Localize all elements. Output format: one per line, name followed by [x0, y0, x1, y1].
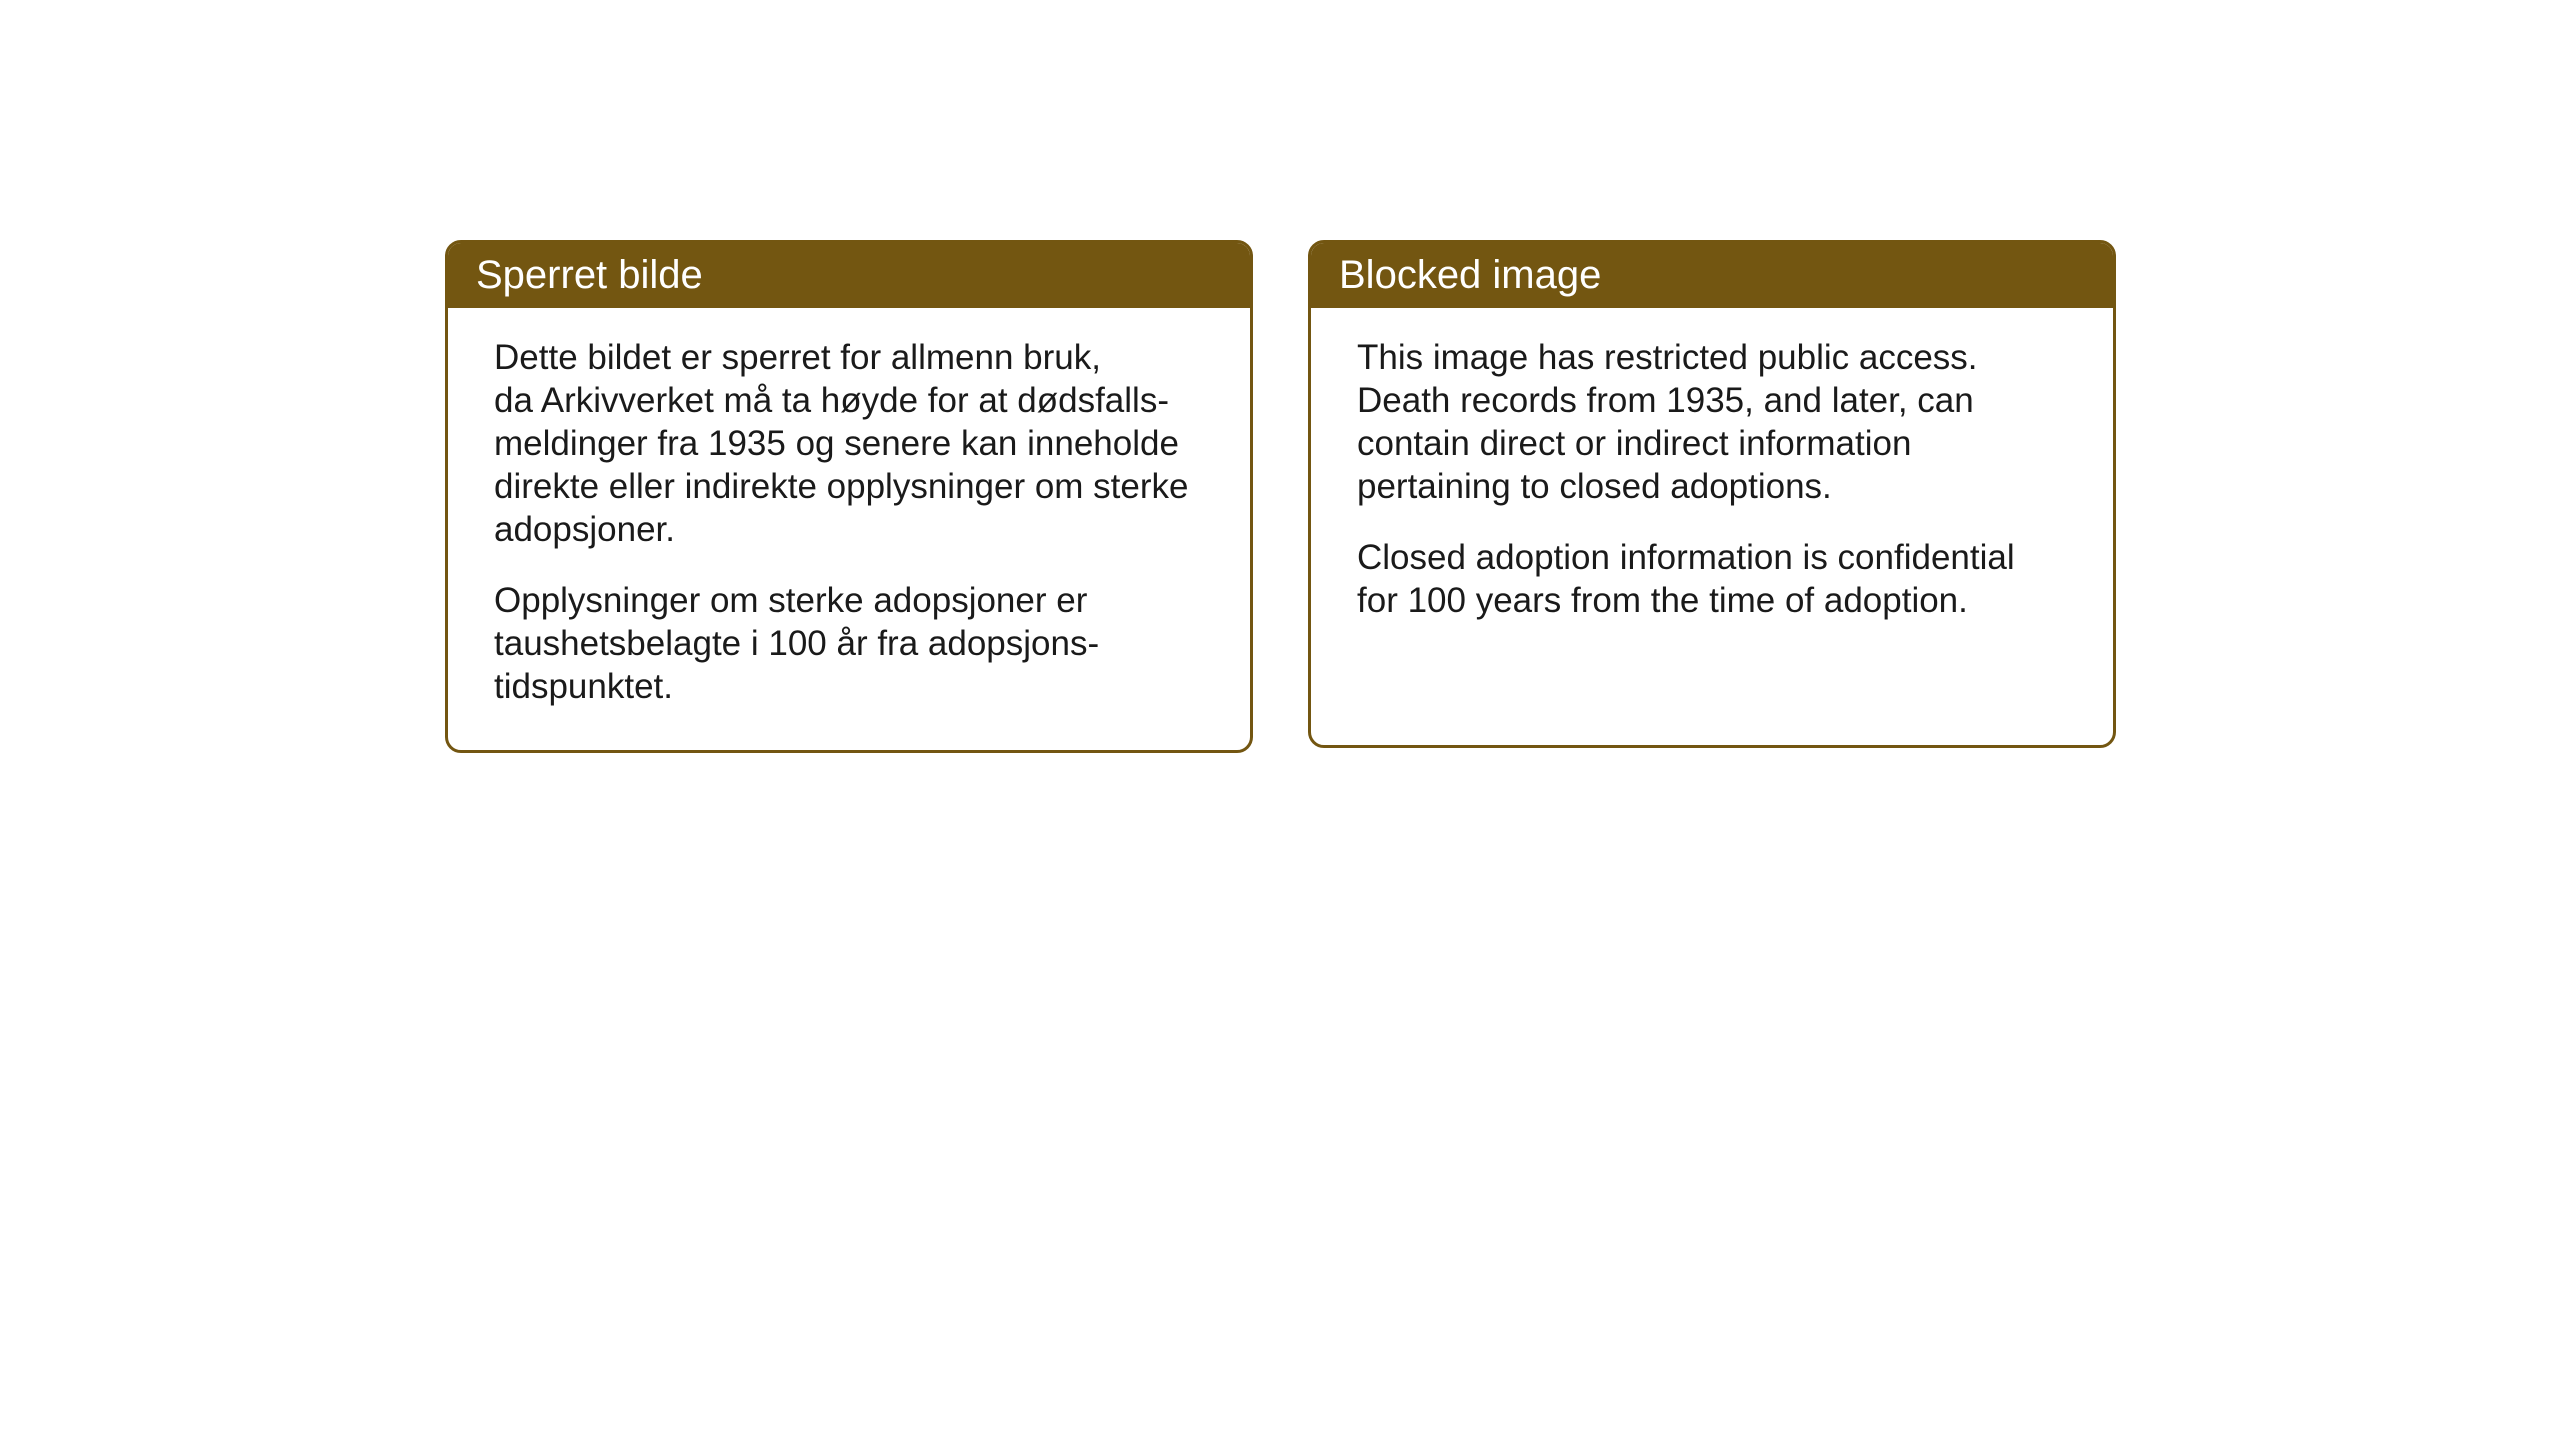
notice-card-norwegian: Sperret bilde Dette bildet er sperret fo… — [445, 240, 1253, 753]
notice-card-english: Blocked image This image has restricted … — [1308, 240, 2116, 748]
notice-paragraph-1-norwegian: Dette bildet er sperret for allmenn bruk… — [494, 336, 1204, 551]
notice-body-english: This image has restricted public access.… — [1311, 308, 2113, 664]
notice-paragraph-2-norwegian: Opplysninger om sterke adopsjoner ertaus… — [494, 579, 1204, 708]
notice-body-norwegian: Dette bildet er sperret for allmenn bruk… — [448, 308, 1250, 750]
notice-title-english: Blocked image — [1311, 243, 2113, 308]
notice-container: Sperret bilde Dette bildet er sperret fo… — [445, 240, 2116, 753]
notice-paragraph-1-english: This image has restricted public access.… — [1357, 336, 2067, 508]
notice-paragraph-2-english: Closed adoption information is confident… — [1357, 536, 2067, 622]
notice-title-norwegian: Sperret bilde — [448, 243, 1250, 308]
